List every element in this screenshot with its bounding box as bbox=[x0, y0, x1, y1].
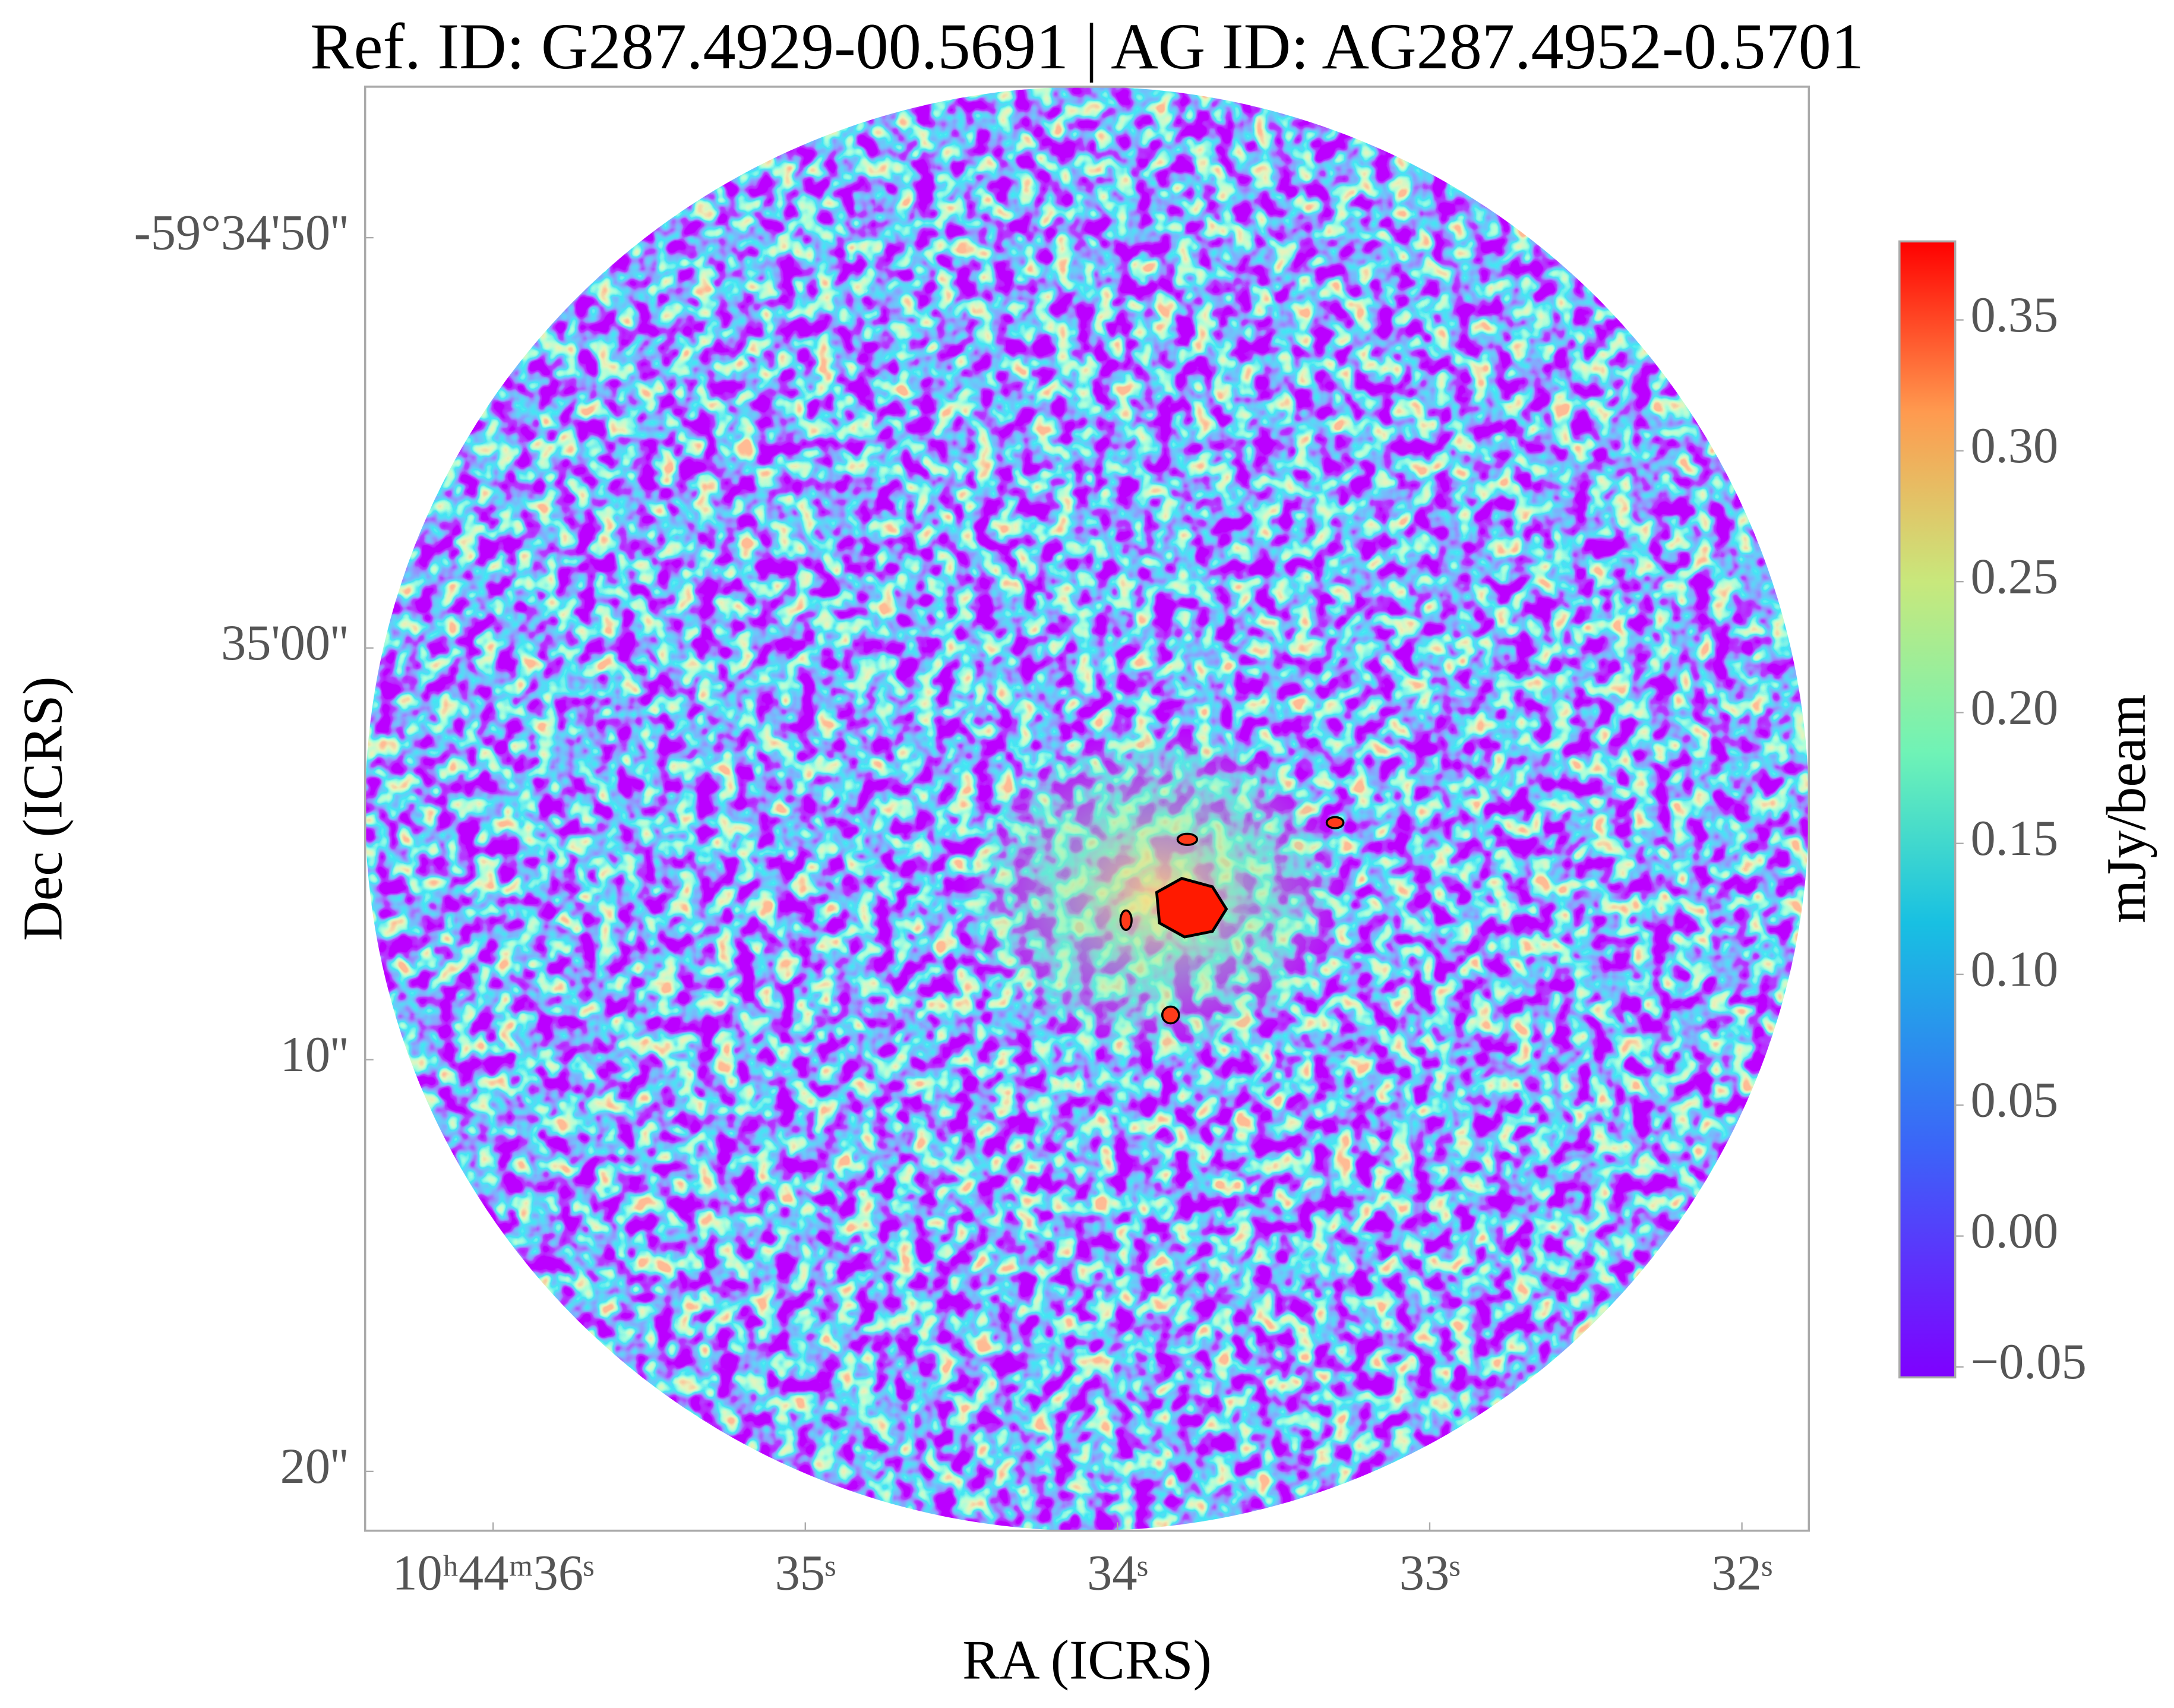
x-tick-label: 35ˢ bbox=[775, 1546, 836, 1601]
image bbox=[365, 86, 1809, 1531]
emission-clump bbox=[1119, 909, 1133, 932]
colorbar-tick-label: 0.30 bbox=[1970, 418, 2058, 473]
colorbar-tick-label: 0.05 bbox=[1970, 1073, 2058, 1128]
colorbar-tick-label: 0.00 bbox=[1970, 1204, 2058, 1259]
plot-frame bbox=[364, 86, 1810, 1532]
chart-title: Ref. ID: G287.4929-00.5691 | AG ID: AG28… bbox=[310, 10, 1864, 83]
y-tick-label: 20'' bbox=[280, 1439, 349, 1494]
colorbar bbox=[1898, 240, 1957, 1379]
x-tick-label: 10ʰ44ᵐ36ˢ bbox=[392, 1546, 594, 1601]
y-tick-label: -59°34'50'' bbox=[134, 205, 349, 260]
x-tick-label: 32ˢ bbox=[1711, 1546, 1772, 1601]
x-tick-label: 33ˢ bbox=[1399, 1546, 1460, 1601]
colorbar-tick-label: 0.35 bbox=[1970, 288, 2058, 343]
colorbar-label: mJy/beam bbox=[2096, 694, 2157, 923]
x-tick-label: 34ˢ bbox=[1087, 1546, 1148, 1601]
x-axis-label: RA (ICRS) bbox=[962, 1630, 1212, 1691]
emission-clump bbox=[1325, 816, 1345, 829]
emission-clump bbox=[1161, 1005, 1180, 1025]
colorbar-tick-label: 0.10 bbox=[1970, 942, 2058, 997]
y-axis-label: Dec (ICRS) bbox=[12, 676, 74, 941]
y-tick-label: 10'' bbox=[280, 1027, 349, 1082]
emission-clump bbox=[1176, 832, 1199, 847]
y-tick-label: 35'00'' bbox=[221, 615, 349, 671]
colorbar-tick-label: 0.25 bbox=[1970, 550, 2058, 605]
emission-core bbox=[1155, 877, 1228, 939]
colorbar-tick-label: 0.15 bbox=[1970, 811, 2058, 866]
colorbar-tick-label: 0.20 bbox=[1970, 680, 2058, 735]
colorbar-tick-label: −0.05 bbox=[1970, 1334, 2086, 1390]
